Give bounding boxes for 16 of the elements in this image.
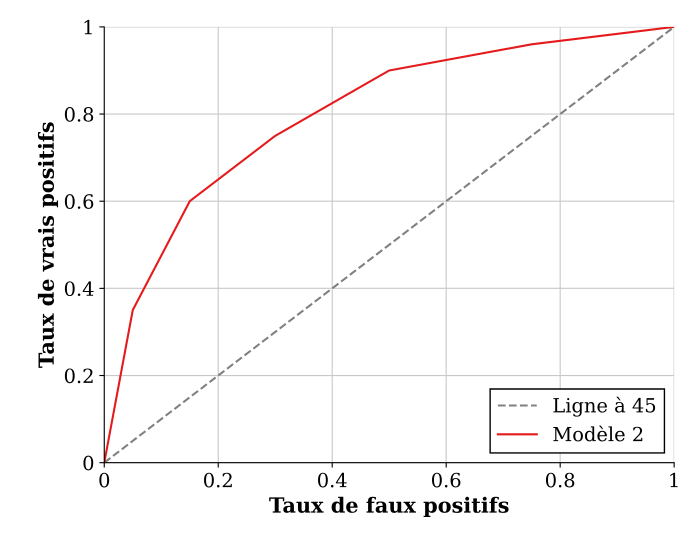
y-tick-label: 0.6 xyxy=(64,194,94,209)
legend-label: Ligne à 45 xyxy=(553,396,656,417)
x-tick-label: 1 xyxy=(670,472,678,488)
x-tick-label: 0.8 xyxy=(546,472,574,488)
x-tick-label: 0.6 xyxy=(432,472,460,488)
y-tick-label: 0.4 xyxy=(64,281,94,296)
y-tick-label: 0.2 xyxy=(64,368,93,384)
x-tick-label: 0.4 xyxy=(318,472,347,488)
y-tick-label: 1 xyxy=(84,20,92,34)
y-tick-label: 0.8 xyxy=(64,107,94,122)
x-tick-label: 0.2 xyxy=(204,472,232,488)
legend-label: Modèle 2 xyxy=(553,426,642,442)
y-axis-title: Taux de vrais positifs xyxy=(38,122,58,368)
y-tick-label: 0 xyxy=(83,456,94,470)
x-tick-label: 0 xyxy=(99,472,110,488)
x-axis-title: Taux de faux positifs xyxy=(269,496,509,517)
